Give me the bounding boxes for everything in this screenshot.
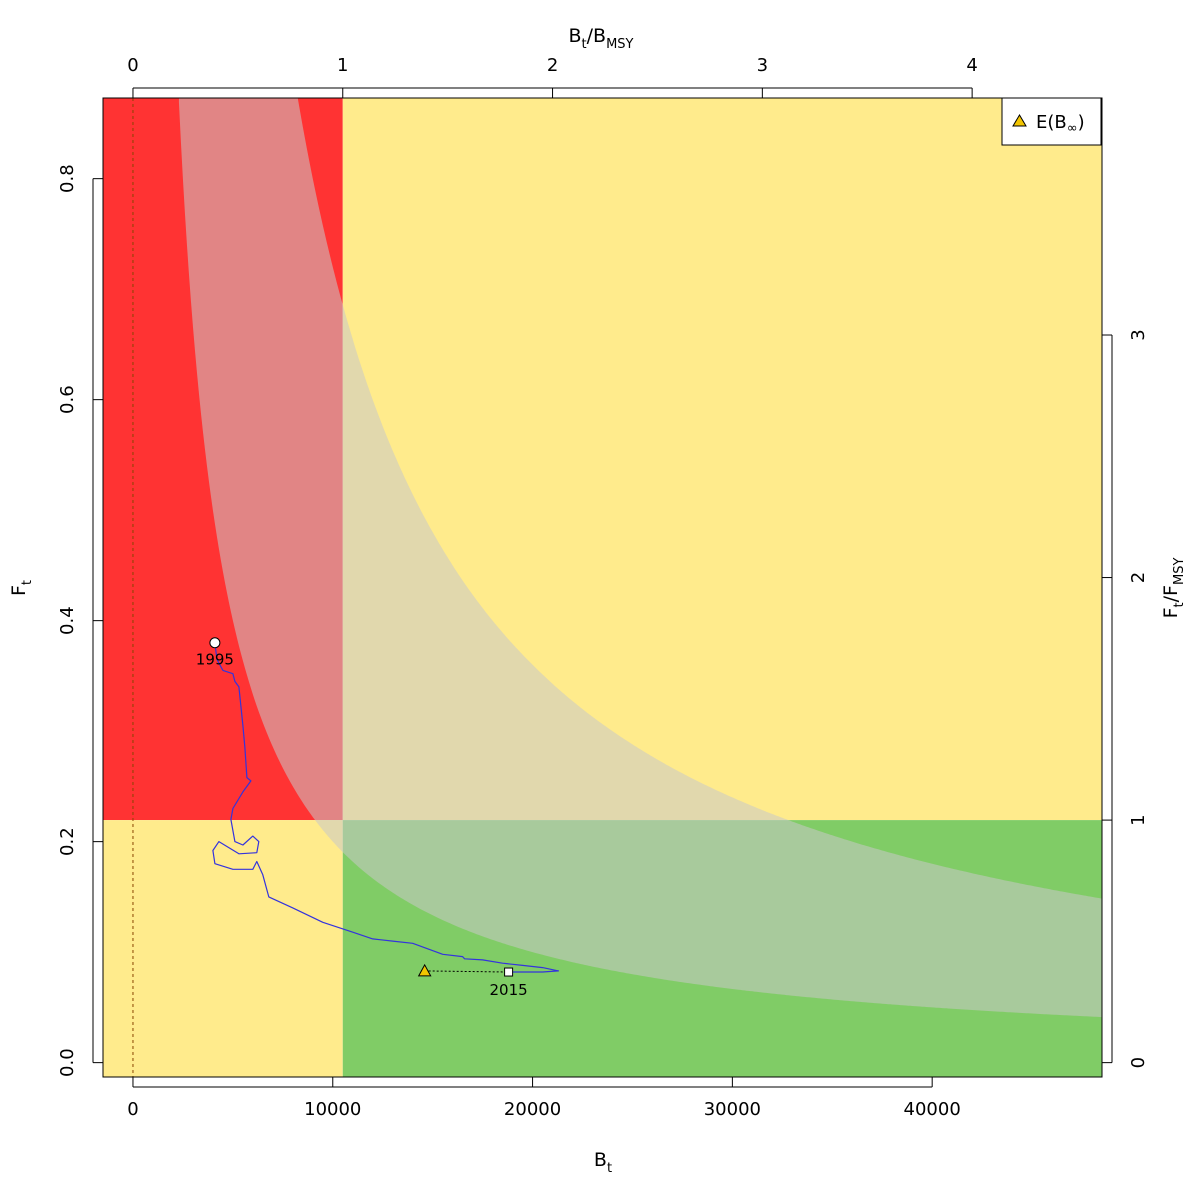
equilibrium-connector	[424, 970, 509, 973]
zone-yellow-bottom	[103, 820, 343, 1077]
legend-label: E(B∞)	[1036, 112, 1085, 136]
x2-tick-label: 3	[757, 55, 768, 76]
start-year-label: 1995	[196, 651, 234, 669]
x-tick-label: 40000	[904, 1099, 961, 1120]
y2-tick-label: 2	[1128, 572, 1149, 583]
x-axis-title: Bt	[594, 1149, 612, 1176]
end-year-label: 2015	[490, 981, 528, 999]
y2-tick-label: 0	[1128, 1057, 1149, 1068]
trajectory-group	[212, 642, 560, 973]
msy-band	[178, 98, 1102, 1018]
y2-tick-label: 1	[1128, 814, 1149, 825]
y2-tick-label: 3	[1128, 329, 1149, 340]
x2-tick-label: 1	[337, 55, 348, 76]
x-tick-label: 0	[127, 1099, 138, 1120]
x-tick-label: 20000	[504, 1099, 561, 1120]
equilibrium-triangle-marker	[417, 963, 432, 977]
x2-tick-label: 0	[127, 55, 138, 76]
x2-tick-label: 4	[966, 55, 977, 76]
end-point-marker	[504, 967, 514, 977]
x2-axis-title: Bt/BMSY	[568, 25, 633, 52]
y-axis-title: Ft	[8, 580, 35, 596]
x-tick-label: 30000	[704, 1099, 761, 1120]
plot-frame	[102, 97, 1103, 1078]
axes: 0 10000 20000 30000 40000 0 1 2 3 4 0.0 0.2 0.4 0.6 0.…	[57, 55, 1149, 1120]
legend: E(B∞)	[1001, 97, 1102, 146]
y-tick-label: 0.8	[57, 164, 78, 193]
y-tick-label: 0.2	[57, 827, 78, 856]
msy-band-area	[178, 98, 1102, 1018]
x2-tick-label: 2	[547, 55, 558, 76]
y-tick-label: 0.6	[57, 385, 78, 414]
y-tick-label: 0.0	[57, 1048, 78, 1077]
legend-triangle-icon	[1012, 114, 1027, 127]
x-tick-label: 10000	[304, 1099, 361, 1120]
trajectory-line	[212, 642, 560, 973]
y-tick-label: 0.4	[57, 606, 78, 635]
marker-group: 1995 2015	[196, 637, 528, 999]
y2-axis-title: Ft/FMSY	[1160, 558, 1187, 619]
start-point-marker	[209, 637, 221, 649]
